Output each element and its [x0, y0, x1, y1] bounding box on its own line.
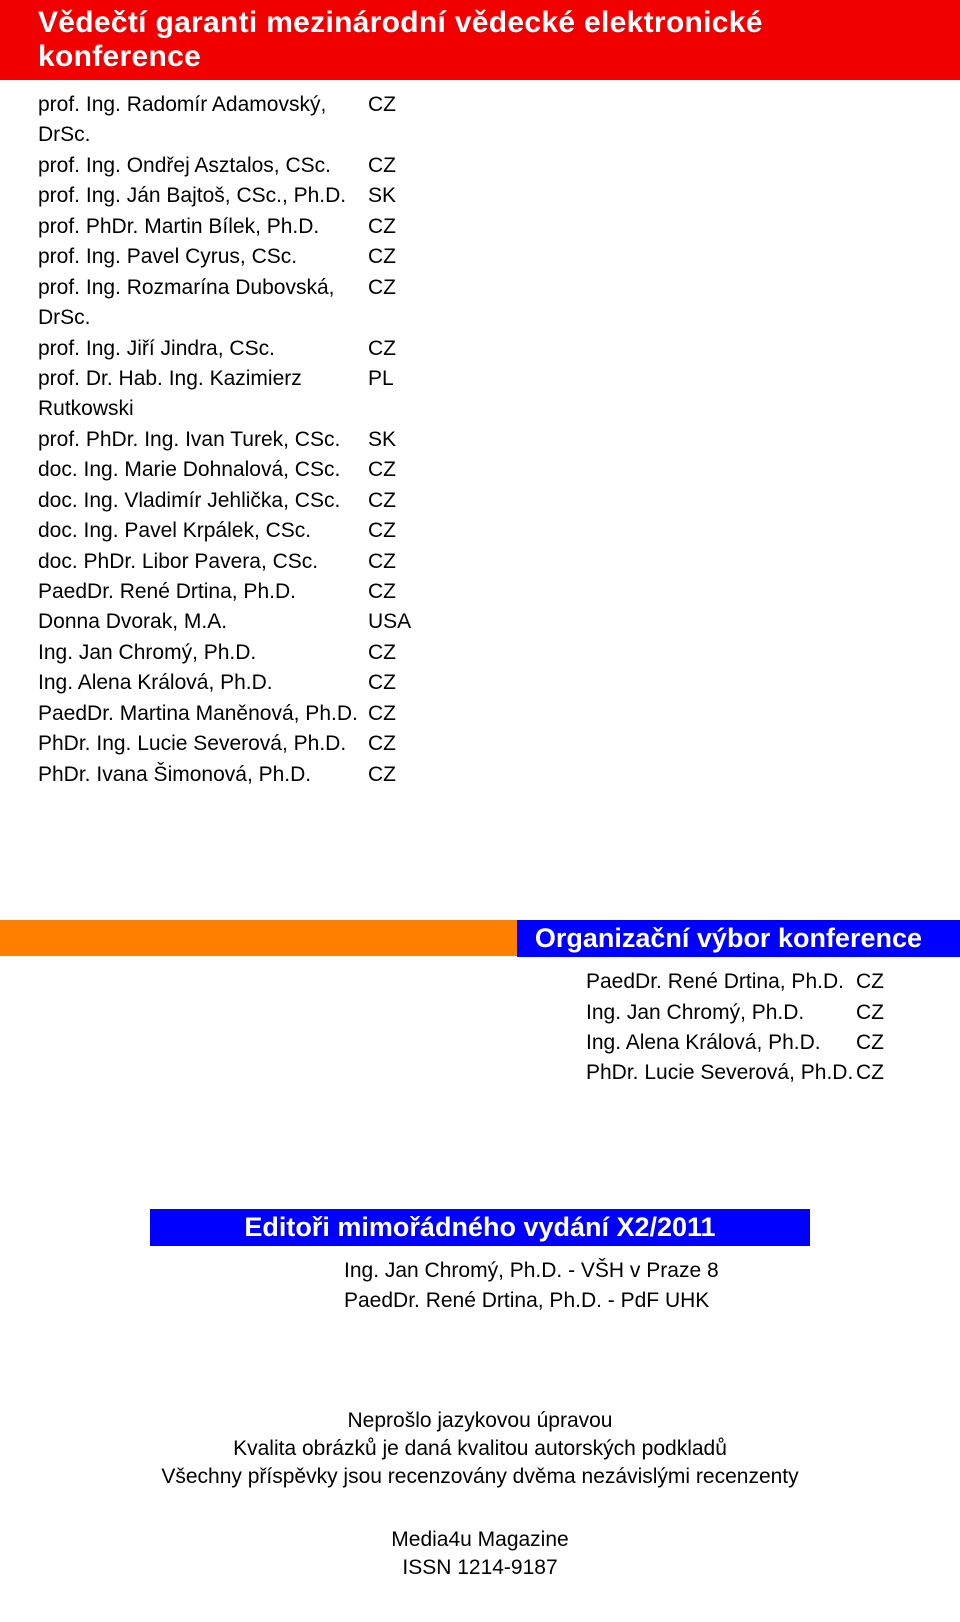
person-name: PaedDr. Martina Maněnová, Ph.D.: [38, 699, 368, 729]
footer-note-line: Všechny příspěvky jsou recenzovány dvěma…: [38, 1463, 922, 1491]
person-name: prof. Ing. Ondřej Asztalos, CSc.: [38, 151, 368, 181]
list-item: Ing. Jan Chromý, Ph.D.CZ: [586, 998, 922, 1028]
list-item: Ing. Alena Králová, Ph.D.CZ: [586, 1028, 922, 1058]
footer-magazine-line: ISSN 1214-9187: [38, 1554, 922, 1582]
person-name: Donna Dvorak, M.A.: [38, 607, 368, 637]
footer-note-line: Neprošlo jazykovou úpravou: [38, 1407, 922, 1435]
footer-magazine-line: Media4u Magazine: [38, 1526, 922, 1554]
list-item: prof. Ing. Ján Bajtoš, CSc., Ph.D.SK: [38, 181, 922, 211]
editor-line: PaedDr. René Drtina, Ph.D. - PdF UHK: [344, 1286, 922, 1316]
list-item: prof. Ing. Jiří Jindra, CSc.CZ: [38, 334, 922, 364]
person-country: CZ: [368, 668, 396, 698]
list-item: prof. Ing. Radomír Adamovský, DrSc.CZ: [38, 90, 922, 151]
person-name: doc. PhDr. Libor Pavera, CSc.: [38, 547, 368, 577]
person-name: doc. Ing. Marie Dohnalová, CSc.: [38, 455, 368, 485]
person-name: PaedDr. René Drtina, Ph.D.: [586, 967, 856, 997]
list-item: doc. Ing. Vladimír Jehlička, CSc.CZ: [38, 486, 922, 516]
person-country: CZ: [368, 547, 396, 577]
person-name: PhDr. Ing. Lucie Severová, Ph.D.: [38, 729, 368, 759]
person-country: CZ: [368, 90, 396, 151]
list-item: prof. Ing. Rozmarína Dubovská, DrSc.CZ: [38, 273, 922, 334]
guarantors-list: prof. Ing. Radomír Adamovský, DrSc.CZpro…: [38, 90, 922, 790]
orange-band: [0, 920, 517, 956]
person-country: CZ: [856, 1058, 884, 1088]
person-country: CZ: [368, 151, 396, 181]
person-country: SK: [368, 181, 396, 211]
person-country: CZ: [368, 516, 396, 546]
list-item: PaedDr. Martina Maněnová, Ph.D.CZ: [38, 699, 922, 729]
section-org-title: Organizační výbor konference: [535, 923, 922, 954]
list-item: doc. PhDr. Libor Pavera, CSc.CZ: [38, 547, 922, 577]
person-name: prof. Ing. Pavel Cyrus, CSc.: [38, 242, 368, 272]
footer-note-line: Kvalita obrázků je daná kvalitou autorsk…: [38, 1435, 922, 1463]
list-item: PhDr. Lucie Severová, Ph.D.CZ: [586, 1058, 922, 1088]
person-country: CZ: [368, 699, 396, 729]
person-name: prof. Ing. Ján Bajtoš, CSc., Ph.D.: [38, 181, 368, 211]
list-item: Ing. Jan Chromý, Ph.D.CZ: [38, 638, 922, 668]
person-name: prof. Ing. Radomír Adamovský, DrSc.: [38, 90, 368, 151]
section-guarantors-title: Vědečtí garanti mezinárodní vědecké elek…: [38, 6, 922, 74]
person-country: SK: [368, 425, 396, 455]
person-name: PhDr. Ivana Šimonová, Ph.D.: [38, 760, 368, 790]
person-name: prof. PhDr. Ing. Ivan Turek, CSc.: [38, 425, 368, 455]
person-name: Ing. Jan Chromý, Ph.D.: [38, 638, 368, 668]
list-item: prof. Ing. Ondřej Asztalos, CSc.CZ: [38, 151, 922, 181]
list-item: prof. PhDr. Martin Bílek, Ph.D.CZ: [38, 212, 922, 242]
person-name: Ing. Alena Králová, Ph.D.: [38, 668, 368, 698]
person-name: prof. Ing. Jiří Jindra, CSc.: [38, 334, 368, 364]
section-org-header: Organizační výbor konference: [0, 920, 960, 957]
list-item: Donna Dvorak, M.A.USA: [38, 607, 922, 637]
person-country: CZ: [368, 273, 396, 334]
person-country: CZ: [856, 967, 884, 997]
person-country: CZ: [368, 242, 396, 272]
person-country: CZ: [368, 638, 396, 668]
editor-line: Ing. Jan Chromý, Ph.D. - VŠH v Praze 8: [344, 1256, 922, 1286]
person-country: CZ: [368, 212, 396, 242]
person-country: CZ: [368, 334, 396, 364]
list-item: PaedDr. René Drtina, Ph.D.CZ: [38, 577, 922, 607]
editors-list: Ing. Jan Chromý, Ph.D. - VŠH v Praze 8Pa…: [344, 1256, 922, 1317]
person-name: prof. PhDr. Martin Bílek, Ph.D.: [38, 212, 368, 242]
person-country: CZ: [368, 486, 396, 516]
list-item: prof. Ing. Pavel Cyrus, CSc.CZ: [38, 242, 922, 272]
person-country: PL: [368, 364, 394, 425]
org-committee-list: PaedDr. René Drtina, Ph.D.CZIng. Jan Chr…: [586, 967, 922, 1089]
person-name: Ing. Alena Králová, Ph.D.: [586, 1028, 856, 1058]
list-item: PhDr. Ivana Šimonová, Ph.D.CZ: [38, 760, 922, 790]
person-country: CZ: [856, 998, 884, 1028]
person-country: CZ: [368, 729, 396, 759]
footer-magazine: Media4u MagazineISSN 1214-9187: [38, 1526, 922, 1583]
list-item: Ing. Alena Králová, Ph.D.CZ: [38, 668, 922, 698]
list-item: prof. Dr. Hab. Ing. Kazimierz RutkowskiP…: [38, 364, 922, 425]
list-item: PhDr. Ing. Lucie Severová, Ph.D.CZ: [38, 729, 922, 759]
person-name: Ing. Jan Chromý, Ph.D.: [586, 998, 856, 1028]
section-guarantors-header: Vědečtí garanti mezinárodní vědecké elek…: [0, 0, 960, 80]
section-editors-header: Editoři mimořádného vydání X2/2011: [0, 1209, 960, 1246]
list-item: doc. Ing. Pavel Krpálek, CSc.CZ: [38, 516, 922, 546]
person-name: doc. Ing. Pavel Krpálek, CSc.: [38, 516, 368, 546]
person-name: prof. Ing. Rozmarína Dubovská, DrSc.: [38, 273, 368, 334]
section-editors-title: Editoři mimořádného vydání X2/2011: [244, 1212, 715, 1243]
person-name: PhDr. Lucie Severová, Ph.D.: [586, 1058, 856, 1088]
footer-notes: Neprošlo jazykovou úpravouKvalita obrázk…: [38, 1407, 922, 1492]
person-country: CZ: [856, 1028, 884, 1058]
list-item: PaedDr. René Drtina, Ph.D.CZ: [586, 967, 922, 997]
person-country: CZ: [368, 577, 396, 607]
person-country: CZ: [368, 455, 396, 485]
person-name: doc. Ing. Vladimír Jehlička, CSc.: [38, 486, 368, 516]
blue-band: Organizační výbor konference: [517, 920, 960, 957]
person-name: PaedDr. René Drtina, Ph.D.: [38, 577, 368, 607]
person-name: prof. Dr. Hab. Ing. Kazimierz Rutkowski: [38, 364, 368, 425]
list-item: doc. Ing. Marie Dohnalová, CSc.CZ: [38, 455, 922, 485]
person-country: CZ: [368, 760, 396, 790]
person-country: USA: [368, 607, 411, 637]
list-item: prof. PhDr. Ing. Ivan Turek, CSc.SK: [38, 425, 922, 455]
